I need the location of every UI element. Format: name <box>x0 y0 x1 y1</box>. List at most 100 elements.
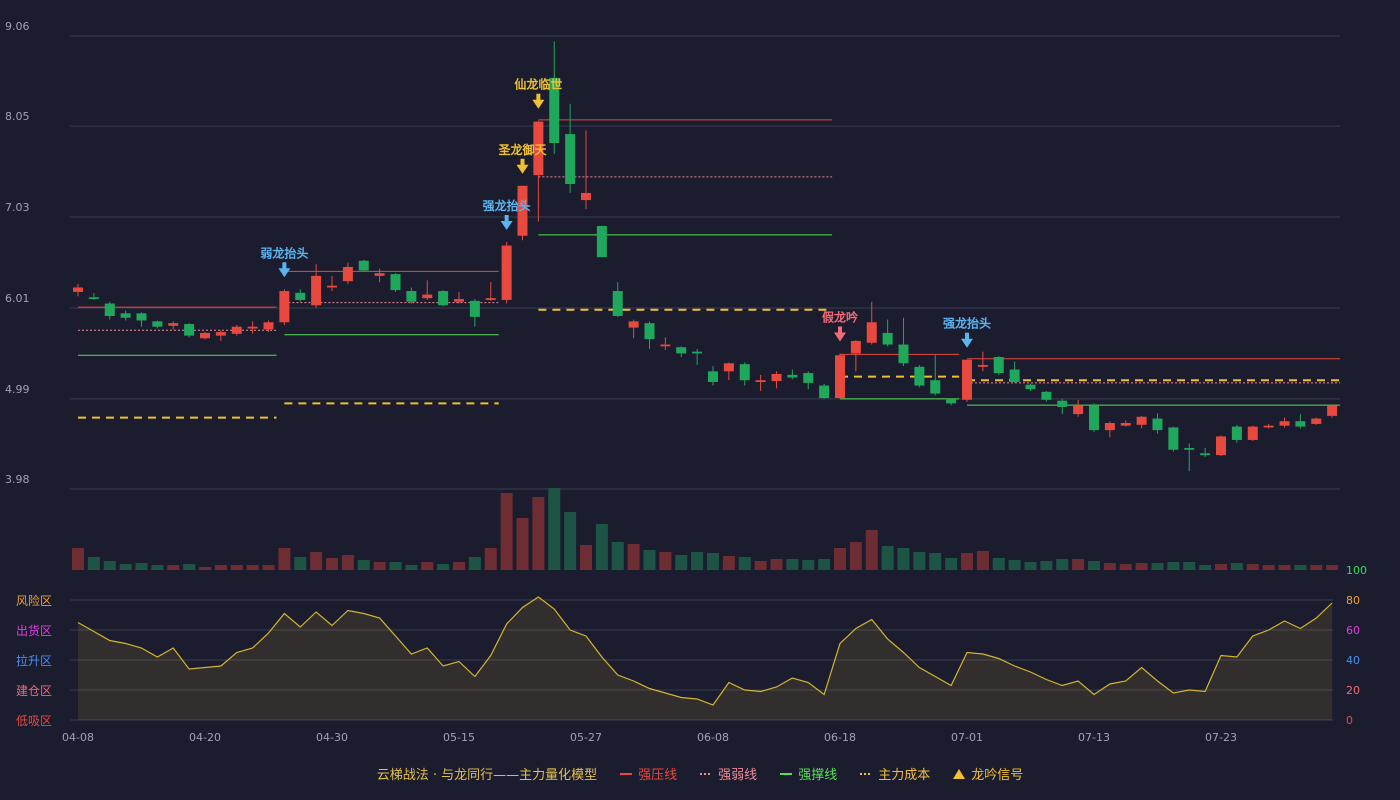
volume-bar <box>1262 565 1275 570</box>
candle-body <box>1073 405 1084 415</box>
candle-body <box>771 373 782 382</box>
candle-body <box>1184 447 1195 450</box>
volume-bar <box>87 557 100 570</box>
legend-swatch <box>953 768 966 779</box>
candle-body <box>1120 423 1131 426</box>
x-tick-label: 06-18 <box>824 731 856 744</box>
zone-label: 出货区 <box>16 623 52 638</box>
volume-bar <box>246 565 259 570</box>
volume-bar <box>1151 563 1164 570</box>
candle-body <box>501 245 512 300</box>
candle-body <box>1152 418 1163 431</box>
volume-bar <box>834 548 846 570</box>
candle-body <box>723 363 734 372</box>
zone-label: 风险区 <box>16 593 52 608</box>
candle-body <box>279 291 290 323</box>
candle-body <box>977 365 988 367</box>
y-tick-label: 80 <box>1346 594 1360 607</box>
signal-arrow <box>500 220 513 230</box>
candle-body <box>612 291 623 317</box>
x-tick-label: 04-08 <box>62 731 94 744</box>
legend-item: 强撑线 <box>779 764 837 783</box>
candle-body <box>485 298 496 300</box>
y-tick-label: 9.06 <box>5 20 30 33</box>
volume-bar <box>849 542 862 570</box>
volume-bar <box>421 562 434 570</box>
signal-arrow <box>278 268 291 278</box>
volume-bar <box>1135 563 1148 570</box>
candle-body <box>327 285 337 288</box>
y-tick-label: 4.99 <box>5 383 30 396</box>
volume-bar <box>532 497 545 570</box>
candle-body <box>993 357 1004 374</box>
candle-body <box>1168 427 1179 450</box>
volume-bar <box>437 564 450 570</box>
signal-arrow-stem <box>536 93 541 101</box>
signal-arrow-stem <box>965 332 969 340</box>
y-tick-label: 0 <box>1346 714 1353 727</box>
volume-bar <box>691 552 704 570</box>
volume-bar <box>262 565 275 570</box>
volume-bar <box>1072 559 1085 570</box>
legend-label: 强弱线 <box>718 768 758 783</box>
volume-bar <box>913 552 926 570</box>
volume-bar <box>1230 563 1243 570</box>
volume-bar <box>230 565 243 570</box>
signal-arrow-stem <box>282 262 287 270</box>
candle-body <box>517 185 528 236</box>
indicator-area <box>78 597 1333 720</box>
candle-body <box>263 322 274 330</box>
candle-body <box>120 313 131 318</box>
legend-item: 强弱线 <box>699 764 757 783</box>
candle-body <box>454 299 464 302</box>
y-tick-label: 100 <box>1346 564 1367 577</box>
candle-body <box>136 313 147 321</box>
candle-body <box>1247 426 1258 440</box>
candle-body <box>390 274 401 291</box>
x-tick-label: 04-30 <box>316 731 348 744</box>
candle-body <box>787 374 798 378</box>
candle-body <box>422 294 433 299</box>
volume-bar <box>135 563 148 570</box>
volume-bar <box>1278 565 1291 570</box>
volume-bar <box>516 518 529 570</box>
candle-body <box>692 351 703 354</box>
volume-bar <box>707 553 719 570</box>
candle-body <box>152 321 163 327</box>
volume-bar <box>945 558 958 570</box>
volume-bar <box>675 555 688 570</box>
candle-body <box>596 225 607 258</box>
volume-bar <box>310 552 323 570</box>
legend-label: 强撑线 <box>798 768 838 783</box>
legend-item: 强压线 <box>619 764 677 783</box>
volume-bar <box>484 548 497 570</box>
volume-bar <box>294 557 307 570</box>
candle-body <box>755 380 766 382</box>
candle-body <box>962 359 972 400</box>
legend-title: 云梯战法 · 与龙同行——主力量化模型 <box>376 768 598 783</box>
volume-bar <box>1167 562 1180 570</box>
signal-label: 强龙抬头 <box>943 316 991 331</box>
volume-bar <box>976 551 989 570</box>
volume-bar <box>468 557 481 570</box>
candle-body <box>549 77 560 144</box>
volume-bar <box>1246 564 1259 570</box>
candle-body <box>1263 425 1274 428</box>
volume-bar <box>738 557 751 570</box>
volume-bar <box>897 548 910 570</box>
volume-bar <box>119 564 132 570</box>
volume-bar <box>72 548 84 570</box>
volume-bar <box>659 552 672 570</box>
volume-bar <box>818 559 831 570</box>
volume-bar <box>1088 561 1100 570</box>
volume-bar <box>580 545 592 570</box>
signal-arrow-stem <box>504 214 509 222</box>
candle-body <box>295 292 306 300</box>
y-tick-label: 20 <box>1346 684 1360 697</box>
volume-bar <box>389 562 402 570</box>
volume-bar <box>595 524 608 570</box>
y-tick-label: 3.98 <box>5 473 30 486</box>
candle-body <box>803 373 814 383</box>
candle-body <box>708 371 718 382</box>
